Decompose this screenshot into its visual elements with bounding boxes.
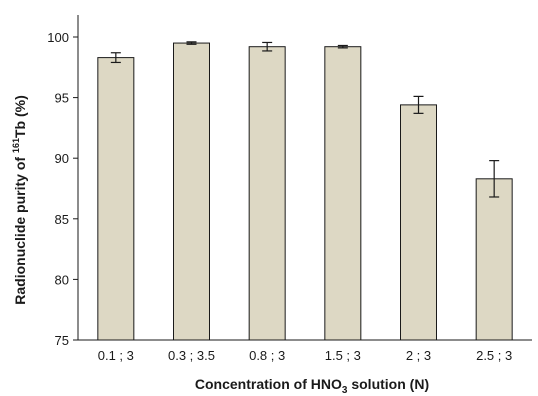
y-tick-label: 90 bbox=[55, 151, 69, 166]
x-tick-label: 0.3 ; 3.5 bbox=[168, 348, 215, 363]
y-axis-title-superscript: 161 bbox=[11, 138, 21, 153]
y-tick-label: 75 bbox=[55, 333, 69, 348]
y-ticks: 75 80 85 90 95 100 bbox=[47, 30, 78, 348]
x-ticks: 0.1 ; 3 0.3 ; 3.5 0.8 ; 3 1.5 ; 3 2 ; 3 2.5 ;… bbox=[98, 348, 512, 363]
x-tick-label: 2 ; 3 bbox=[406, 348, 431, 363]
bar bbox=[97, 57, 135, 341]
bars-layer bbox=[97, 42, 513, 341]
y-tick-label: 95 bbox=[55, 91, 69, 106]
x-tick-label: 0.1 ; 3 bbox=[98, 348, 134, 363]
bar bbox=[248, 46, 286, 341]
bar bbox=[173, 42, 210, 341]
y-tick-label: 85 bbox=[55, 212, 69, 227]
error-bars-layer bbox=[110, 41, 500, 198]
x-axis-title-subscript: 3 bbox=[342, 385, 348, 396]
x-tick-label: 0.8 ; 3 bbox=[249, 348, 285, 363]
x-axis-title: Concentration of HNO3 solution (N) bbox=[195, 376, 429, 396]
bar bbox=[400, 104, 437, 341]
x-tick-label: 2.5 ; 3 bbox=[476, 348, 512, 363]
axes-layer bbox=[77, 15, 532, 341]
bar bbox=[324, 46, 362, 341]
x-tick-label: 1.5 ; 3 bbox=[325, 348, 361, 363]
y-tick-label: 80 bbox=[55, 272, 69, 287]
bar bbox=[475, 178, 513, 341]
y-tick-label: 100 bbox=[47, 30, 69, 45]
y-axis-title: Radionuclide purity of 161Tb (%) bbox=[11, 95, 28, 304]
